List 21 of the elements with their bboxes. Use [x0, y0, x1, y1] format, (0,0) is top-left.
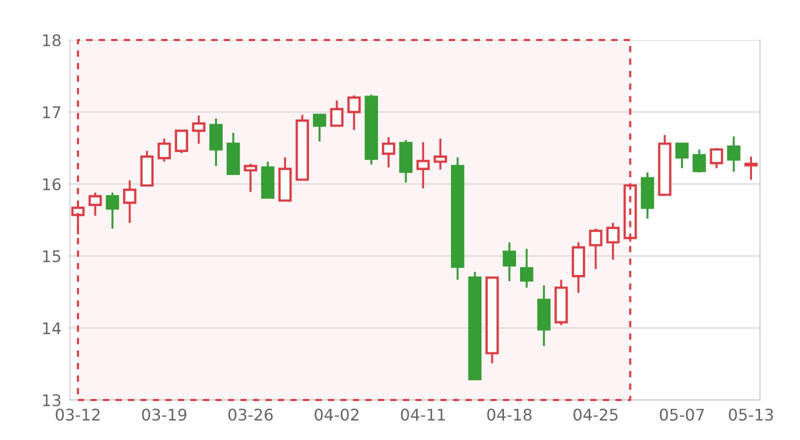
y-tick-label: 17: [43, 106, 60, 118]
x-tick-label: 03-19: [142, 408, 186, 421]
candlestick: [416, 141, 430, 190]
x-tick-label: 04-18: [487, 408, 532, 421]
x-tick-label: 04-02: [314, 408, 358, 421]
candlestick: [727, 136, 740, 173]
x-tick-label: 04-25: [574, 408, 618, 421]
x-tick-label: 03-12: [56, 408, 100, 421]
x-tick-label: 03-26: [228, 408, 273, 421]
y-tick-label: 15: [43, 250, 60, 262]
y-tick-label: 18: [43, 34, 61, 46]
candlestick: [450, 156, 464, 281]
y-tick-label: 13: [43, 394, 60, 406]
candlestick: [537, 284, 551, 347]
candlestick: [502, 241, 516, 282]
x-tick-label: 04-11: [400, 408, 445, 421]
y-tick-label: 14: [43, 322, 61, 334]
x-tick-label: 05-07: [660, 408, 704, 421]
x-tick-label: 05-13: [728, 408, 773, 421]
y-tick-label: 16: [43, 178, 61, 190]
candlestick: [123, 179, 136, 224]
